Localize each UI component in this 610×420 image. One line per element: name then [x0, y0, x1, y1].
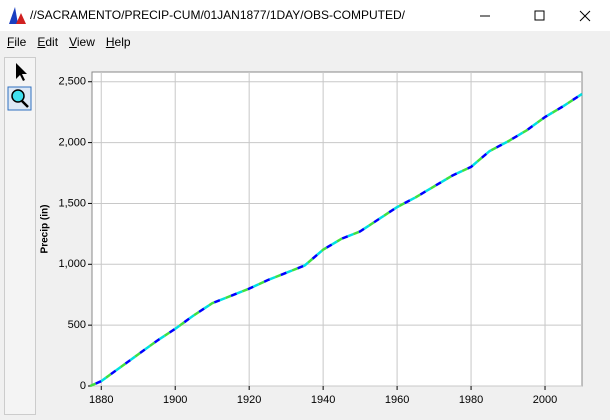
y-tick-label: 1,500	[58, 197, 86, 209]
tool-icons	[7, 63, 32, 111]
menu-item[interactable]: View	[69, 35, 95, 49]
chart: Precip (in) 0 500 1,000 1,500 2,000 2,500 1880…	[40, 71, 583, 406]
y-tick-label: 1,000	[58, 258, 86, 270]
y-tick-label: 2,000	[58, 136, 86, 148]
y-tick-label: 500	[68, 319, 86, 331]
zoom-handle	[21, 100, 29, 108]
x-tick-label: 1900	[163, 394, 187, 406]
series-line	[89, 92, 583, 388]
window-controls[interactable]	[460, 0, 610, 31]
x-tick-label: 1940	[311, 394, 335, 406]
menu-item[interactable]: Edit	[37, 35, 59, 49]
toolbar	[4, 57, 36, 415]
close[interactable]	[579, 10, 591, 22]
app-icon	[9, 7, 26, 24]
x-tick-label: 1920	[237, 394, 261, 406]
menu-bar: File Edit View Help	[0, 33, 610, 51]
title-bar: //SACRAMENTO/PRECIP-CUM/01JAN1877/1DAY/O…	[0, 0, 610, 31]
y-tick-label: 2,500	[58, 76, 86, 88]
x-tick-label: 1880	[89, 394, 113, 406]
series-line	[89, 92, 583, 388]
window-title: //SACRAMENTO/PRECIP-CUM/01JAN1877/1DAY/O…	[30, 8, 405, 22]
series-line	[89, 92, 583, 388]
zoom-lens	[11, 89, 25, 103]
menu-item[interactable]: File	[7, 35, 27, 49]
plot-area	[91, 71, 583, 387]
maximize[interactable]	[534, 10, 545, 21]
menu-item[interactable]: Help	[105, 35, 131, 49]
x-tick-label: 2000	[533, 394, 557, 406]
y-tick-label: 0	[80, 380, 86, 392]
x-tick-label: 1960	[385, 394, 409, 406]
pointer-tool[interactable]	[16, 63, 27, 81]
y-axis-label: Precip (in)	[40, 205, 51, 254]
x-tick-label: 1980	[459, 394, 483, 406]
